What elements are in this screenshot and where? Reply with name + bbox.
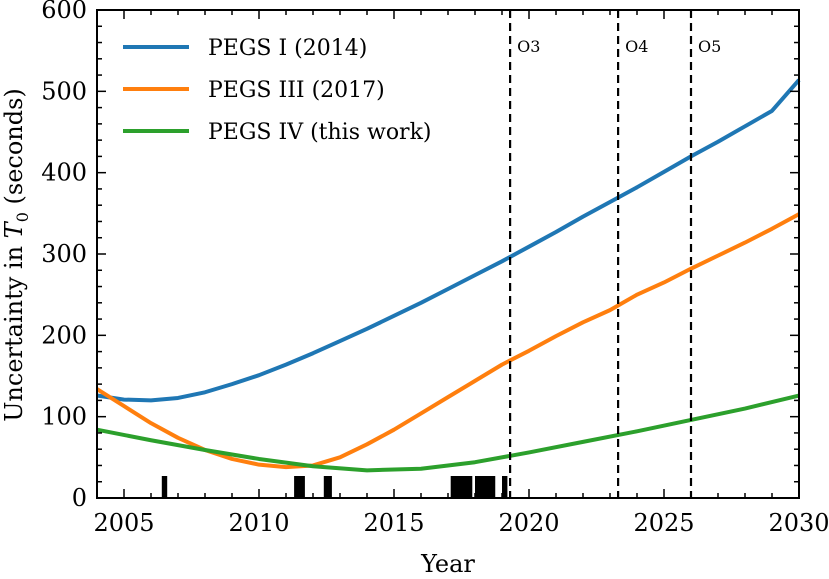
y-tick-label-100: 100 [41,403,87,431]
legend-label-2: PEGS IV (this work) [208,120,432,145]
y-tick-label-500: 500 [41,77,87,105]
event-bar-1 [294,476,305,498]
run-label-o3: O3 [517,37,540,56]
x-axis-title: Year [420,550,475,578]
x-tick-label-2020: 2020 [498,509,559,537]
x-tick-label-2025: 2025 [633,509,694,537]
event-bar-3 [450,476,473,498]
plot-frame [96,9,800,499]
x-tick-label-2030: 2030 [768,509,829,537]
y-axis-title-suffix: (seconds) [0,88,28,212]
y-axis-title-symbol: T [0,220,28,238]
axis-ticks [96,9,800,499]
x-tick-label-2010: 2010 [228,509,289,537]
legend-label-0: PEGS I (2014) [208,36,367,61]
x-tick-label-2005: 2005 [93,509,154,537]
legend-label-1: PEGS III (2017) [208,78,385,103]
event-bar-5 [502,476,508,498]
y-tick-label-300: 300 [41,240,87,268]
legend: PEGS I (2014) PEGS III (2017) PEGS IV (thi… [123,36,432,145]
svg-text:Uncertainty in T0 (seconds): Uncertainty in T0 (seconds) [0,88,32,422]
event-bar-2 [323,476,332,498]
event-bar-0 [161,476,168,498]
event-bar-4 [475,476,496,498]
y-axis-title-subscript: 0 [13,212,32,222]
x-tick-label-2015: 2015 [363,509,424,537]
y-tick-label-400: 400 [41,159,87,187]
series-line-1 [95,212,800,470]
y-axis-title-prefix: Uncertainty in [0,238,28,421]
run-label-o5: O5 [698,37,721,56]
y-axis-title: Uncertainty in T0 (seconds) [0,88,32,422]
y-tick-label-0: 0 [72,484,87,512]
y-tick-label-200: 200 [41,321,87,349]
series-line-0 [96,78,801,403]
run-label-o4: O4 [625,37,648,56]
y-tick-label-600: 600 [41,0,87,24]
series-line-2 [96,393,800,473]
plot-area: O3 O4 O5 2005 2010 2015 2020 2025 2030 0 100 200 300… [41,0,829,537]
